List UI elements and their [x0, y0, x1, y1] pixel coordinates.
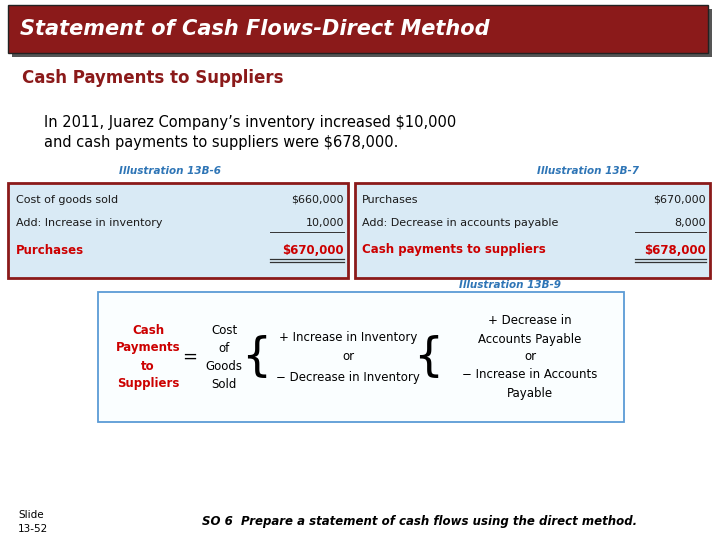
Bar [12, 9, 712, 57]
Bar [98, 292, 624, 422]
Text: $660,000: $660,000 [292, 195, 344, 205]
Text: and cash payments to suppliers were $678,000.: and cash payments to suppliers were $678… [44, 134, 398, 150]
Text: Cost of goods sold: Cost of goods sold [16, 195, 118, 205]
Text: Cash payments to suppliers: Cash payments to suppliers [362, 244, 546, 256]
Text: $678,000: $678,000 [644, 244, 706, 256]
Text: Purchases: Purchases [16, 244, 84, 256]
Text: SO 6  Prepare a statement of cash flows using the direct method.: SO 6 Prepare a statement of cash flows u… [202, 516, 638, 529]
Text: Add: Increase in inventory: Add: Increase in inventory [16, 218, 163, 228]
Text: Cash
Payments
to
Suppliers: Cash Payments to Suppliers [116, 323, 180, 390]
Text: =: = [182, 348, 197, 366]
Bar [355, 183, 710, 278]
Text: + Increase in Inventory
or
− Decrease in Inventory: + Increase in Inventory or − Decrease in… [276, 330, 420, 383]
Bar [8, 5, 708, 53]
Text: {: { [241, 334, 271, 380]
Text: Illustration 13B-7: Illustration 13B-7 [537, 166, 639, 176]
Text: 8,000: 8,000 [675, 218, 706, 228]
Text: $670,000: $670,000 [282, 244, 344, 256]
Text: Illustration 13B-9: Illustration 13B-9 [459, 280, 561, 290]
Text: Cash Payments to Suppliers: Cash Payments to Suppliers [22, 69, 284, 87]
Bar [8, 183, 348, 278]
Text: $670,000: $670,000 [653, 195, 706, 205]
Text: Purchases: Purchases [362, 195, 418, 205]
Text: Cost
of
Goods
Sold: Cost of Goods Sold [205, 323, 243, 390]
Text: + Decrease in
Accounts Payable
or
− Increase in Accounts
Payable: + Decrease in Accounts Payable or − Incr… [462, 314, 598, 400]
Text: Add: Decrease in accounts payable: Add: Decrease in accounts payable [362, 218, 559, 228]
Text: {: { [413, 334, 443, 380]
Text: 10,000: 10,000 [305, 218, 344, 228]
Text: Statement of Cash Flows-Direct Method: Statement of Cash Flows-Direct Method [20, 19, 490, 39]
Text: Slide
13-52: Slide 13-52 [18, 510, 48, 534]
Text: In 2011, Juarez Company’s inventory increased $10,000: In 2011, Juarez Company’s inventory incr… [44, 114, 456, 130]
Text: Illustration 13B-6: Illustration 13B-6 [119, 166, 221, 176]
